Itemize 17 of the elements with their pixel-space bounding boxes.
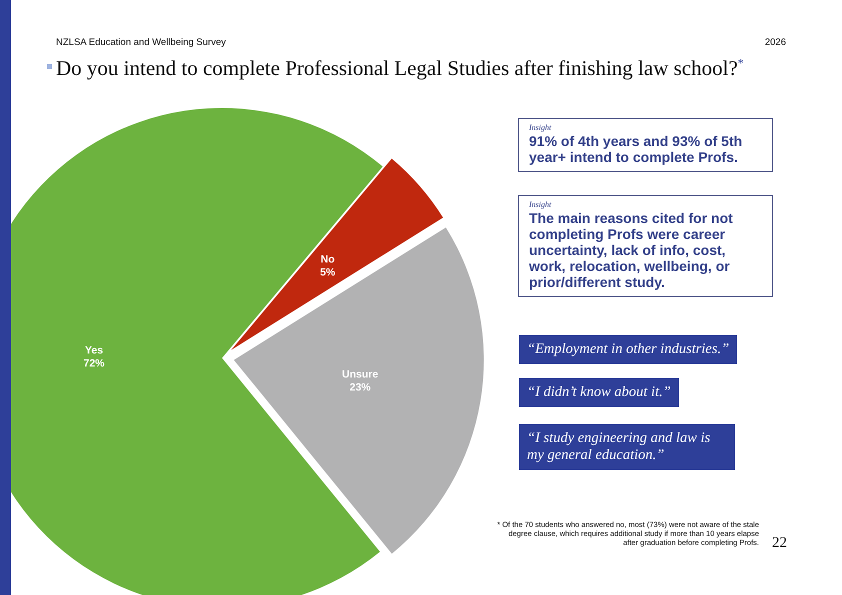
- text: “I didn’t know about it.”: [519, 378, 679, 407]
- text: 22: [772, 535, 787, 552]
- slice-label: Unsure: [342, 368, 378, 380]
- data-label: 5%: [320, 266, 336, 279]
- text: The main reasons cited for not completing Profs were career uncertainty, lack of info, cost, work, relocation, wellbeing, or prior/different study.: [529, 210, 734, 290]
- text: “Employment in other industries.”: [519, 335, 738, 364]
- data-label: 72%: [83, 358, 106, 370]
- text: Insight: [529, 123, 552, 132]
- chart-title: Do you intend to complete Professional Legal Studies after finishing law school?$^{*}$: [56, 56, 744, 81]
- text: “I study engineering and law is my general education.”: [519, 424, 735, 470]
- chart-subtitle: NZLSA Education and Wellbeing Survey: [56, 37, 226, 48]
- slice-label: No: [320, 254, 335, 266]
- data-label: 23%: [350, 381, 372, 394]
- text: 2026: [764, 37, 786, 48]
- text: Insight: [529, 200, 552, 209]
- slice-label: Yes: [84, 344, 104, 357]
- text: 91% of 4th years and 93% of 5th year+ intend to complete Profs.: [529, 133, 744, 165]
